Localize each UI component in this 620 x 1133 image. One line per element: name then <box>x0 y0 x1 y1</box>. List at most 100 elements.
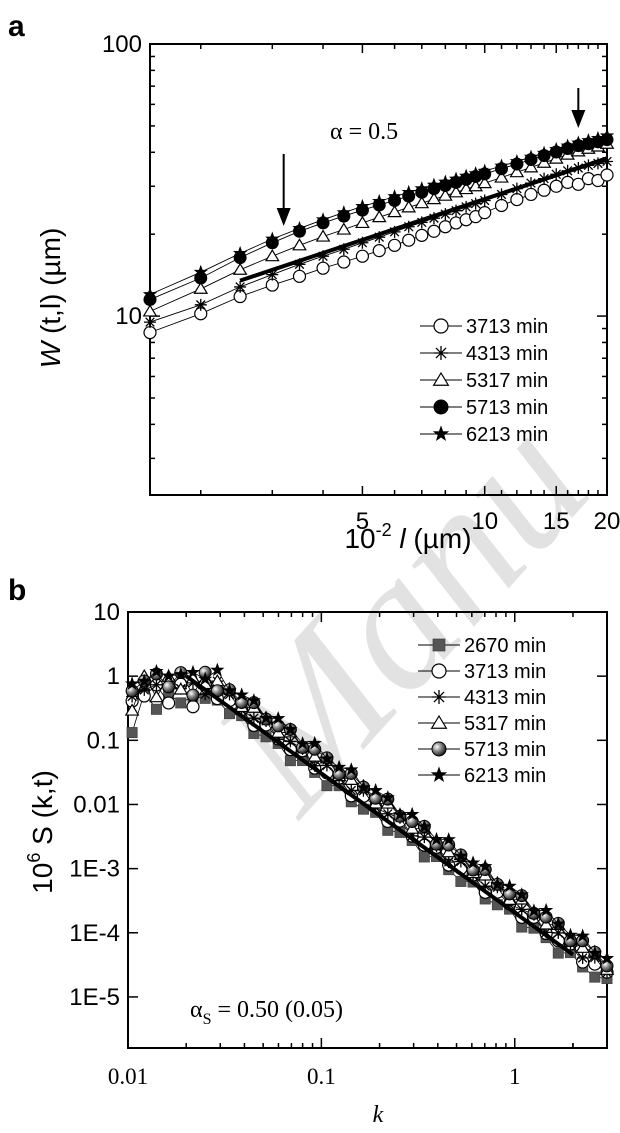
panel-a-legend-marker-shape <box>434 346 448 360</box>
panel-a-data-point-shape <box>402 220 415 233</box>
panel-b-data-point <box>563 927 578 942</box>
panel-b-data-point-shape <box>235 695 249 709</box>
panel-b-data-point-shape <box>199 688 212 701</box>
panel-b-legend-marker-shape <box>432 638 446 652</box>
panel-a-data-point <box>265 278 279 292</box>
panel-b-data-point-shape <box>307 749 323 762</box>
panel-a-y-axis-title: W (t,l) (µm) <box>35 228 66 369</box>
panel-a-data-point-shape <box>265 278 279 292</box>
panel-b-data-point <box>246 693 261 707</box>
panel-a-data-point-shape <box>523 149 539 164</box>
panel-a-x-axis-title: 10-2 l (µm) <box>344 520 471 554</box>
panel-b-legend-marker <box>430 766 448 782</box>
panel-a-data-point-shape <box>414 181 429 195</box>
panel-b-data-point <box>479 880 492 893</box>
panel-a-data-point-shape <box>355 215 370 229</box>
panel-a-data-point-shape <box>293 258 306 271</box>
panel-b-legend-marker-shape <box>430 714 448 729</box>
panel-a-data-point <box>143 325 157 340</box>
panel-a-data-point <box>523 149 539 164</box>
panel-a-data-point <box>292 269 307 283</box>
panel-b-legend-entry: 5317 min <box>418 713 546 735</box>
panel-b-data-point-shape <box>599 950 615 965</box>
panel-a-data-point <box>468 166 483 180</box>
panel-b-legend-marker <box>432 690 446 704</box>
panel-b-data-point-shape <box>563 927 578 942</box>
panel-b-data-point <box>368 782 383 797</box>
panel-b-data-point-shape <box>345 784 358 797</box>
panel-b-data-point <box>222 683 237 697</box>
panel-a-data-point-shape <box>388 225 401 238</box>
panel-b-legend-entry: 6213 min <box>418 765 546 787</box>
panel-b-data-point <box>515 903 528 916</box>
panel-b-data-point-shape <box>538 902 554 917</box>
panel-b-data-point <box>124 676 140 690</box>
panel-b-data-point <box>538 917 554 930</box>
panel-b-data-point-shape <box>175 697 187 709</box>
panel-a-data-point <box>387 204 402 218</box>
panel-b-data-point-shape <box>284 755 296 767</box>
panel-a-data-point <box>437 188 453 201</box>
panel-b-data-point-shape <box>600 959 614 973</box>
panel-a-alpha-annotation: α = 0.5 <box>330 119 398 145</box>
panel-b-data-point-shape <box>479 880 492 893</box>
panel-b-x-axis-title: k <box>373 1102 384 1128</box>
panel-b-data-point <box>552 947 564 959</box>
panel-b-legend-label: 5317 min <box>464 713 546 735</box>
panel-b-data-point-shape <box>210 662 225 677</box>
panel-b-data-point <box>356 780 371 794</box>
panel-a-data-point-shape <box>581 132 596 147</box>
panel-a-legend-marker-shape <box>433 399 449 415</box>
panel-b-data-point <box>538 902 554 917</box>
panel-a-data-point-shape <box>494 158 509 173</box>
panel-b-data-point <box>540 926 553 939</box>
panel-a-data-point-shape <box>142 304 158 317</box>
panel-a-data-point <box>448 185 464 198</box>
panel-b-data-point <box>175 697 187 709</box>
panel-a-data-point <box>510 192 524 207</box>
panel-a-data-point <box>142 304 158 317</box>
panel-a-x-tick-label: 10 <box>471 508 498 535</box>
panel-b-data-point <box>441 845 457 858</box>
panel-a-data-point-shape <box>438 174 453 189</box>
panel-a-data-point <box>549 179 563 193</box>
panel-a-x-tick-label: 5 <box>356 508 369 535</box>
panel-a-annotations <box>239 88 608 283</box>
panel-b-data-point-shape <box>272 732 285 745</box>
panel-b-data-point <box>124 703 140 716</box>
panel-b-y-tick-label: 10 <box>93 599 120 626</box>
panel-b-data-point-shape <box>380 790 395 804</box>
panel-a-data-point-shape <box>265 231 280 246</box>
panel-b-data-point-shape <box>173 682 189 695</box>
panel-b-data-point <box>381 807 394 820</box>
panel-a-data-point-shape <box>601 155 613 168</box>
panel-a-legend-label: 3713 min <box>466 316 548 338</box>
panel-a-data-point-shape <box>234 280 247 293</box>
panel-a-data-point-shape <box>387 189 402 203</box>
panel-a-data-point-shape <box>477 175 493 189</box>
panel-b-data-point <box>405 806 420 821</box>
panel-a-data-point <box>438 174 453 189</box>
panel-a-data-point <box>571 177 585 191</box>
panel-a-data-point-shape <box>144 316 156 329</box>
panel-b-chart: 0.01 0.1 1 10 1 0.1 0.01 1E-3 1E-4 1E-5 2670 min 3… <box>69 599 615 1089</box>
panel-b-data-point-shape <box>405 806 420 821</box>
panel-a-data-point-shape <box>415 216 428 229</box>
panel-a-y-tick-label: 10 <box>115 303 142 330</box>
panel-b-data-point-shape <box>344 762 359 776</box>
panel-b-data-point-shape <box>186 688 200 702</box>
panel-a-data-point <box>458 168 474 183</box>
panel-a-data-point <box>581 132 596 147</box>
panel-a-data-point <box>372 244 386 258</box>
panel-a-series <box>142 128 615 340</box>
panel-label-b: b <box>8 574 26 607</box>
panel-a-data-point <box>315 212 331 226</box>
panel-b-data-point <box>138 683 151 696</box>
panel-a-series-4 <box>142 128 615 301</box>
panel-a-data-point-shape <box>571 177 585 191</box>
panel-b-legend-label: 4313 min <box>464 687 546 709</box>
panel-b-data-point-shape <box>526 903 542 917</box>
panel-a-data-point-shape <box>571 135 586 149</box>
panel-b-data-point-shape <box>246 693 261 707</box>
panel-b-data-point-shape <box>295 736 310 750</box>
